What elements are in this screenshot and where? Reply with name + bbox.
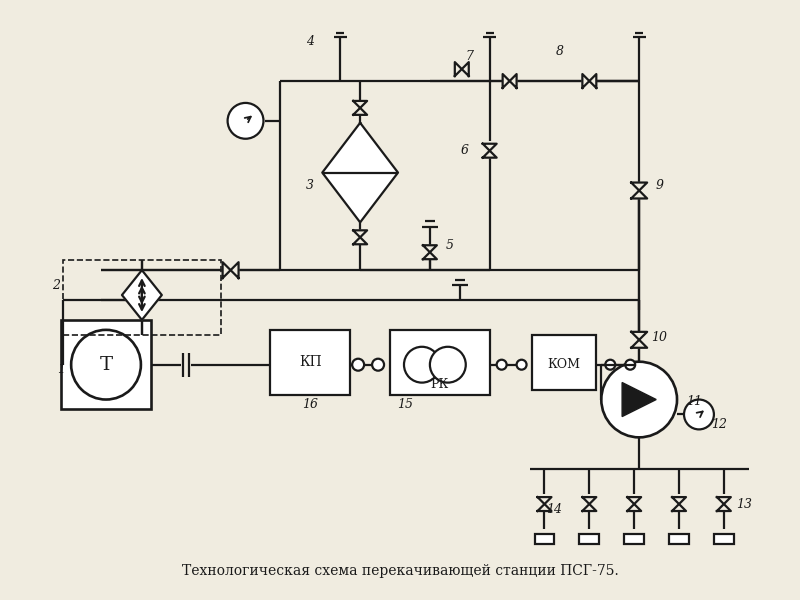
Bar xyxy=(669,534,689,544)
Polygon shape xyxy=(538,497,551,504)
Bar xyxy=(63,260,221,335)
Bar xyxy=(270,330,350,395)
Polygon shape xyxy=(672,504,686,511)
Polygon shape xyxy=(538,504,551,511)
Polygon shape xyxy=(582,504,596,511)
Text: 12: 12 xyxy=(711,418,727,431)
Text: КОМ: КОМ xyxy=(547,358,581,371)
Text: 4: 4 xyxy=(306,35,314,48)
Polygon shape xyxy=(631,191,647,199)
Text: 15: 15 xyxy=(397,398,413,411)
Text: 6: 6 xyxy=(461,144,469,157)
Polygon shape xyxy=(423,245,437,252)
Polygon shape xyxy=(627,497,641,504)
Text: 7: 7 xyxy=(466,50,474,62)
Text: Т: Т xyxy=(99,356,113,374)
Text: 13: 13 xyxy=(736,497,752,511)
Polygon shape xyxy=(455,62,462,76)
Circle shape xyxy=(626,360,635,370)
Polygon shape xyxy=(717,497,731,504)
Text: 9: 9 xyxy=(655,179,663,192)
Text: Технологическая схема перекачивающей станции ПСГ-75.: Технологическая схема перекачивающей ста… xyxy=(182,564,618,578)
Circle shape xyxy=(602,362,677,437)
Text: РК: РК xyxy=(430,378,449,391)
Text: 10: 10 xyxy=(651,331,667,344)
Polygon shape xyxy=(502,74,510,88)
Polygon shape xyxy=(631,332,647,340)
Polygon shape xyxy=(717,504,731,511)
Polygon shape xyxy=(622,383,656,416)
Bar xyxy=(579,534,599,544)
Polygon shape xyxy=(122,270,162,320)
Polygon shape xyxy=(510,74,517,88)
Polygon shape xyxy=(482,151,497,158)
Circle shape xyxy=(684,400,714,430)
Text: КП: КП xyxy=(299,355,322,369)
Polygon shape xyxy=(590,74,596,88)
Bar xyxy=(531,335,596,389)
Circle shape xyxy=(404,347,440,383)
Bar xyxy=(61,320,151,409)
Polygon shape xyxy=(631,340,647,348)
Polygon shape xyxy=(672,497,686,504)
Text: 8: 8 xyxy=(555,44,563,58)
Circle shape xyxy=(606,360,615,370)
Polygon shape xyxy=(322,123,398,223)
Polygon shape xyxy=(230,262,238,278)
Polygon shape xyxy=(353,237,367,244)
Polygon shape xyxy=(582,74,590,88)
Polygon shape xyxy=(627,504,641,511)
Polygon shape xyxy=(631,182,647,191)
Circle shape xyxy=(517,360,526,370)
Circle shape xyxy=(228,103,263,139)
Polygon shape xyxy=(482,144,497,151)
Text: 1: 1 xyxy=(57,363,65,376)
Bar xyxy=(714,534,734,544)
Bar xyxy=(624,534,644,544)
Text: 14: 14 xyxy=(546,503,562,515)
Text: 5: 5 xyxy=(446,239,454,252)
Text: 2: 2 xyxy=(52,278,60,292)
Bar xyxy=(534,534,554,544)
Polygon shape xyxy=(582,497,596,504)
Polygon shape xyxy=(462,62,469,76)
Polygon shape xyxy=(353,101,367,108)
Polygon shape xyxy=(423,252,437,259)
Circle shape xyxy=(372,359,384,371)
Polygon shape xyxy=(222,262,230,278)
Polygon shape xyxy=(353,230,367,237)
Text: 11: 11 xyxy=(686,395,702,408)
Text: 3: 3 xyxy=(306,179,314,192)
Circle shape xyxy=(352,359,364,371)
Text: 16: 16 xyxy=(302,398,318,411)
Circle shape xyxy=(430,347,466,383)
Polygon shape xyxy=(353,108,367,115)
Bar xyxy=(390,330,490,395)
Circle shape xyxy=(71,330,141,400)
Circle shape xyxy=(497,360,506,370)
